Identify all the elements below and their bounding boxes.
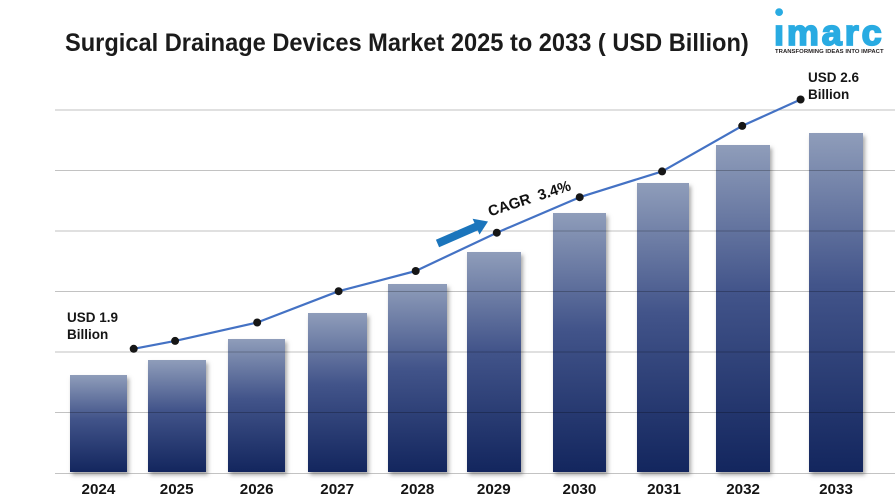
svg-text:CAGR 3.4%: CAGR 3.4% (486, 178, 573, 220)
svg-text:TRANSFORMING IDEAS INTO IMPACT: TRANSFORMING IDEAS INTO IMPACT (775, 49, 884, 55)
svg-text:ımarc: ımarc (774, 12, 885, 53)
